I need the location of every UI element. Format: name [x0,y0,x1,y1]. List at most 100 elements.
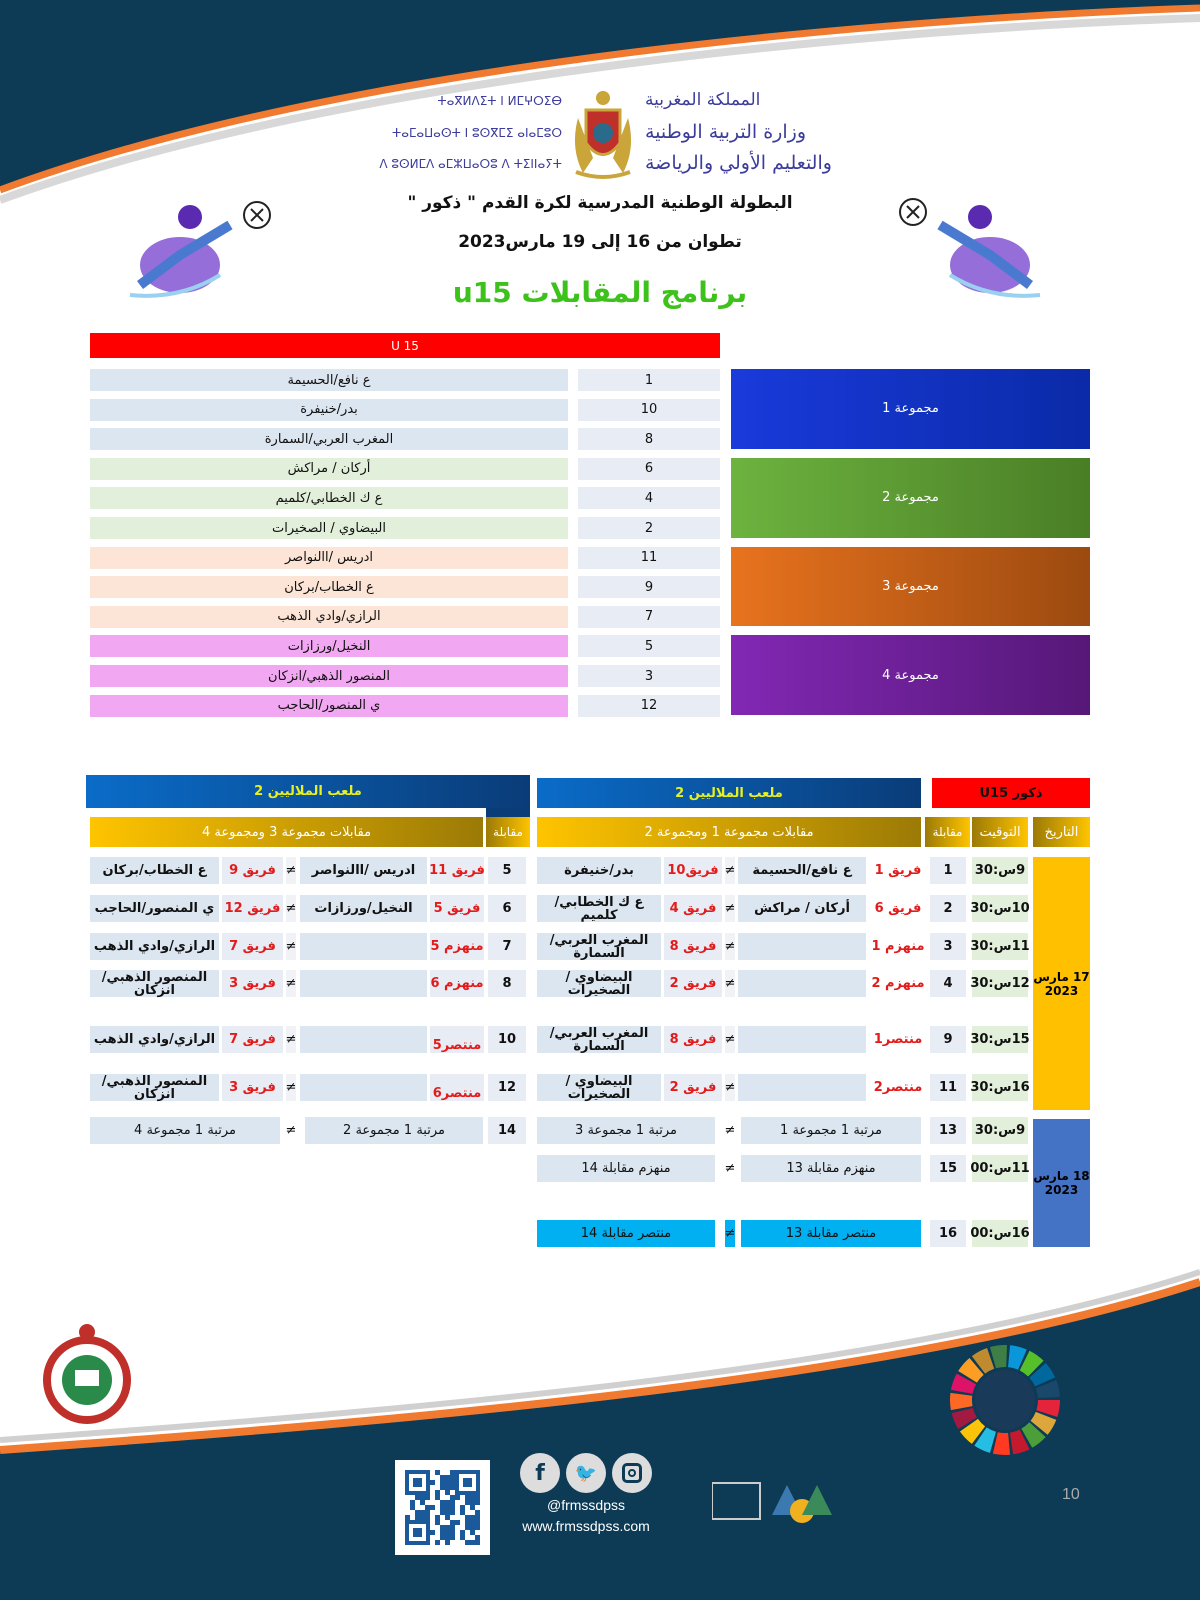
team-a-label: منهزم 6 [430,970,484,997]
team-b-label: فريق 2 [664,970,722,997]
team-name-cell: البيضاوي / الصخيرات [90,517,568,539]
vs-symbol: ≠ [725,895,735,922]
team-b-name: المنصور الذهبي/انزكان [90,1074,219,1101]
vs-symbol: ≠ [725,1026,735,1053]
facebook-icon[interactable]: f [520,1453,560,1493]
team-name-cell: المنصور الذهبي/انزكان [90,665,568,687]
match-number: 11 [930,1074,966,1101]
match-time: 11س:00 [970,1155,1030,1182]
team-b-name: ي المنصور/الحاجب [90,895,219,922]
vs-symbol: ≠ [285,1123,297,1138]
match-team-a: منتصر مقابلة 13 [741,1220,921,1247]
footballer-illustration-left [129,201,271,298]
team-a-name [300,970,427,997]
team-a-label: منتصر2 [873,1080,923,1095]
team-a-label: فريق 11 [429,857,485,884]
match-number: 2 [930,895,966,922]
match-time: 16س:30 [970,1074,1030,1101]
arabic-line-3: والتعليم الأولي والرياضة [645,152,832,174]
group-block-4: مجموعة 4 [731,635,1090,716]
venue-header-left: ملعب الملاليين 2 [86,775,530,808]
match-team-a: مرتبة 1 مجموعة 2 [305,1117,483,1144]
website-link[interactable]: www.frmssdpss.com [522,1518,650,1534]
team-a-label: فريق 1 [874,863,922,878]
team-a-label: منتصر5 [430,1026,484,1053]
venue-header-left-notch [486,808,530,817]
social-handle[interactable]: @frmssdpss [547,1497,625,1513]
team-a-name [738,970,866,997]
instagram-icon[interactable] [612,1453,652,1493]
vs-symbol: ≠ [725,1074,735,1101]
date-year: 2023 [1044,1183,1079,1197]
team-a-name [300,1026,427,1053]
coat-of-arms-logo [574,91,632,179]
team-b-name: ع ك الخطابي/كلميم [537,895,661,922]
team-number-cell: 3 [578,665,720,687]
tifinagh-line-2: ⵜⴰⵎⴰⵡⴰⵙⵜ ⵏ ⵓⵙⴳⵎⵉ ⴰⵏⴰⵎⵓⵔ [391,126,562,140]
team-number-cell: 9 [578,576,720,599]
team-name-cell: ادريس /االنواصر [90,546,568,569]
match-number: 12 [488,1074,526,1101]
team-a-name [738,1026,866,1053]
team-number-cell: 12 [578,694,720,717]
madrasatna-logo [712,1482,832,1523]
team-b-label: فريق 3 [222,1074,283,1101]
tifinagh-line-1: ⵜⴰⴳⵍⴷⵉⵜ ⵏ ⵍⵎⵖⵔⵉⴱ [437,94,562,108]
team-number-cell: 5 [578,635,720,658]
vs-symbol: ≠ [725,970,735,997]
footballer-illustration-right [899,198,1041,298]
match-team-b: مرتبة 1 مجموعة 3 [537,1117,715,1144]
match-team-b: مرتبة 1 مجموعة 4 [90,1117,280,1144]
column-header-match: مقابلة [925,817,970,847]
team-b-name: البيضاوي / الصخيرات [537,1074,661,1101]
team-a-label: منتصر6 [430,1074,484,1101]
vs-symbol: ≠ [724,1161,736,1176]
team-a-name: ادريس /االنواصر [300,857,427,884]
team-b-name: المغرب العربي/السمارة [537,1026,661,1053]
column-header-match-left: مقابلة [486,817,530,847]
vs-symbol: ≠ [725,857,735,884]
vs-symbol: ≠ [286,970,296,997]
team-name-cell: المغرب العربي/السمارة [90,428,568,451]
team-b-name: المغرب العربي/السمارة [537,933,661,960]
twitter-icon[interactable]: 🐦 [566,1453,606,1493]
team-name-cell: ي المنصور/الحاجب [90,694,568,717]
team-b-label: فريق 9 [222,857,283,884]
team-b-name: البيضاوي / الصخيرات [537,970,661,997]
tifinagh-line-3: ⴷ ⵓⵙⵍⵎⴷ ⴰⵎⵣⵡⴰⵔⵓ ⴷ ⵜⵉⵏⵏⴰⵢⵜ [379,157,562,171]
team-a-name: أركان / مراكش [738,895,866,922]
team-number-cell: 11 [578,546,720,569]
team-name-cell: أركان / مراكش [90,457,568,480]
match-time: 12س:30 [970,970,1030,997]
team-number-cell: 8 [578,428,720,451]
match-team-a: منهزم مقابلة 13 [741,1155,921,1182]
team-number-cell: 2 [578,517,720,539]
team-a-name: النخيل/ورزازات [300,895,427,922]
team-b-label: فريق 8 [664,1026,722,1053]
team-b-label: فريق 4 [664,895,722,922]
sdg-wheel-logo [950,1345,1060,1455]
team-b-label: فريق 12 [222,895,283,922]
team-b-name: المنصور الذهبي/انزكان [90,970,219,997]
group-block-2: مجموعة 2 [731,457,1090,538]
team-name-cell: بدر/خنيفرة [90,398,568,421]
match-number: 5 [488,857,526,884]
date-day: 18 مارس [1033,1169,1090,1183]
team-a-name [738,1074,866,1101]
vs-symbol: ≠ [725,1220,735,1247]
column-header-time: التوقيت [972,817,1028,847]
match-number: 9 [930,1026,966,1053]
team-number-cell: 4 [578,487,720,510]
match-number: 14 [488,1117,526,1144]
match-number: 15 [930,1155,966,1182]
vs-symbol: ≠ [286,895,296,922]
match-team-b: منتصر مقابلة 14 [537,1220,715,1247]
group-1-2-header: مقابلات مجموعة 1 ومجموعة 2 [537,817,921,847]
team-a-name: ع نافع/الحسيمة [738,857,866,884]
team-number-cell: 6 [578,457,720,480]
vs-symbol: ≠ [286,933,296,960]
match-number: 13 [930,1117,966,1144]
team-b-name: ع الخطاب/بركان [90,857,219,884]
team-b-name: الرازي/وادي الذهب [90,933,219,960]
qr-code[interactable] [395,1460,490,1555]
